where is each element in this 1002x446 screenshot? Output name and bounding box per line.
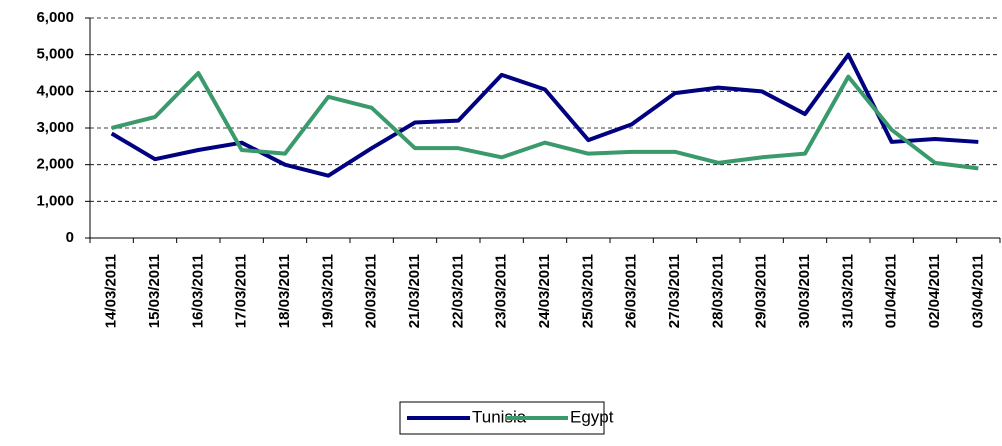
x-tick-label: 03/04/2011 <box>969 254 986 328</box>
legend-label: Egypt <box>570 407 614 426</box>
x-tick-label: 18/03/2011 <box>276 254 293 328</box>
series-line <box>111 71 979 171</box>
x-tick-label: 15/03/2011 <box>146 254 163 328</box>
x-tick-label: 29/03/2011 <box>753 254 770 328</box>
series-line <box>110 52 979 178</box>
x-tick-label: 26/03/2011 <box>623 254 640 328</box>
x-tick-label: 31/03/2011 <box>839 254 856 328</box>
y-tick-label: 4,000 <box>36 82 74 99</box>
y-tick-label: 6,000 <box>36 9 74 26</box>
x-tick-label: 21/03/2011 <box>406 254 423 328</box>
y-tick-label: 5,000 <box>36 46 74 63</box>
x-tick-label: 14/03/2011 <box>103 254 120 328</box>
y-tick-label: 0 <box>66 229 74 246</box>
y-tick-label: 1,000 <box>36 192 74 209</box>
x-tick-label: 17/03/2011 <box>233 254 250 328</box>
x-tick-label: 25/03/2011 <box>579 254 596 328</box>
x-tick-label: 19/03/2011 <box>319 254 336 328</box>
x-tick-label: 01/04/2011 <box>883 254 900 328</box>
x-tick-label: 22/03/2011 <box>449 254 466 328</box>
x-tick-label: 28/03/2011 <box>709 254 726 328</box>
x-tick-label: 24/03/2011 <box>536 254 553 328</box>
x-tick-label: 27/03/2011 <box>666 254 683 328</box>
y-tick-label: 3,000 <box>36 119 74 136</box>
x-tick-label: 02/04/2011 <box>926 254 943 328</box>
x-tick-label: 20/03/2011 <box>363 254 380 328</box>
y-tick-label: 2,000 <box>36 156 74 173</box>
x-tick-label: 23/03/2011 <box>493 254 510 328</box>
x-tick-label: 30/03/2011 <box>796 254 813 328</box>
x-tick-label: 16/03/2011 <box>189 254 206 328</box>
legend-label: Tunisia <box>472 407 527 426</box>
